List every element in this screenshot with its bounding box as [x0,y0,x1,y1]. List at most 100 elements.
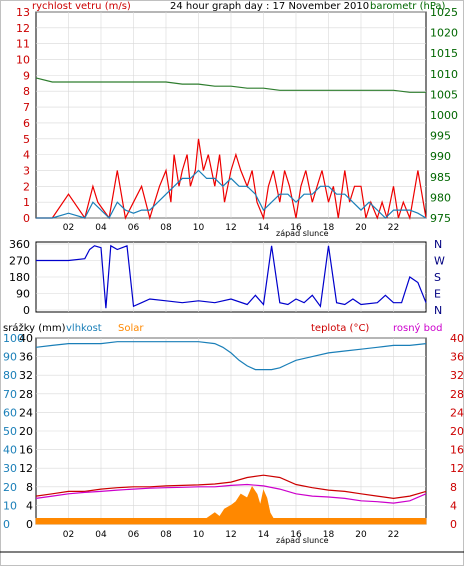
x-tick-label: 22 [388,223,399,233]
wind-tick-label: 7 [23,101,30,114]
temperature-tick-label: 20 [450,425,464,438]
compass-label: N [434,238,442,251]
humidity-axis-label: vlhkost [66,323,102,334]
direction-tick-label: 360 [9,238,30,251]
wind-tick-label: 6 [23,117,30,130]
humidity-tick-label: 50 [3,425,17,438]
x-tick-label: 02 [63,223,74,233]
x-tick-label: 02 [63,530,74,540]
temperature-tick-label: 0 [450,518,457,531]
compass-label: W [434,255,445,268]
wind-tick-label: 1 [23,196,30,209]
temperature-tick-label: 12 [450,462,464,475]
x-tick-label: 20 [355,223,367,233]
dewpoint-axis-label: rosný bod [393,322,442,334]
x-tick-label: 22 [388,530,399,540]
sunset-label-2: západ slunce [276,536,329,545]
humidity-tick-label: 80 [3,369,17,382]
temperature-tick-label: 40 [450,332,464,345]
barometer-tick-label: 980 [430,191,451,204]
barometer-tick-label: 995 [430,130,451,143]
rain-tick-label: 16 [19,444,33,457]
x-tick-label: 04 [95,530,107,540]
panel3-x-ticks: 02 04 06 08 10 12 14 16 18 20 22 [63,530,399,540]
panel3-series [35,341,427,525]
rain-tick-label: 40 [19,332,33,345]
barometer-tick-label: 1000 [430,109,458,122]
x-tick-label: 12 [225,223,236,233]
rain-tick-label: 24 [19,406,33,419]
x-tick-label: 06 [128,530,140,540]
x-tick-label: 10 [193,530,205,540]
x-tick-label: 16 [290,530,302,540]
humidity-tick-label: 0 [3,518,10,531]
x-tick-label: 10 [193,223,205,233]
compass-label: S [434,271,441,284]
series-line [35,483,427,504]
barometer-tick-label: 990 [430,150,451,163]
barometer-tick-label: 985 [430,171,451,184]
panel1-x-ticks: 02 04 06 08 10 12 14 16 18 20 22 [63,223,399,233]
x-tick-label: 20 [355,530,367,540]
direction-line [36,244,427,309]
temperature-tick-label: 4 [450,499,457,512]
humidity-tick-label: 10 [3,499,17,512]
rain-tick-label: 28 [19,388,33,401]
barometer-tick-label: 1015 [430,47,458,60]
wind-tick-label: 11 [16,38,30,51]
temperature-tick-label: 24 [450,406,464,419]
x-tick-label: 14 [258,223,270,233]
wind-tick-label: 12 [16,22,30,35]
direction-series [36,244,427,309]
barometer-tick-label: 1020 [430,27,458,40]
humidity-tick-label: 60 [3,406,17,419]
x-tick-label: 06 [128,223,140,233]
series-line [35,341,427,371]
barometer-tick-label: 1005 [430,88,458,101]
humidity-tick-label: 20 [3,481,17,494]
x-tick-label: 12 [225,530,236,540]
direction-tick-label: 0 [23,304,30,317]
humidity-tick-label: 70 [3,388,17,401]
chart-title: 24 hour graph day : 17 November 2010 [170,1,369,12]
temperature-tick-label: 32 [450,369,464,382]
barometer-axis-ticks: 975 980 985 990 995 1000 1005 1010 1015 1020 1025 [430,6,458,225]
x-tick-label: 14 [258,530,270,540]
temperature-tick-label: 16 [450,444,464,457]
wind-tick-label: 8 [23,85,30,98]
humidity-tick-label: 40 [3,444,17,457]
rain-tick-label: 0 [26,518,33,531]
rain-axis-label: srážky (mm) [3,322,66,334]
temperature-tick-label: 36 [450,351,464,364]
x-tick-label: 08 [160,223,172,233]
temperature-axis-label: teplota (°C) [311,323,369,334]
wind-tick-label: 5 [23,133,30,146]
wind-tick-label: 2 [23,180,30,193]
barometer-tick-label: 1010 [430,68,458,81]
wind-tick-label: 0 [23,212,30,225]
temperature-axis-ticks: 0 4 8 12 16 20 24 28 32 36 40 [450,332,464,531]
compass-label: E [434,288,441,301]
wind-tick-label: 13 [16,6,30,19]
temperature-tick-label: 8 [450,481,457,494]
temperature-tick-label: 28 [450,388,464,401]
barometer-tick-label: 975 [430,212,451,225]
x-tick-label: 08 [160,530,172,540]
wind-tick-label: 4 [23,149,30,162]
direction-tick-label: 180 [9,271,30,284]
rain-tick-label: 4 [26,499,33,512]
series-line [35,77,426,93]
rain-tick-label: 20 [19,425,33,438]
direction-tick-label: 270 [9,255,30,268]
rain-tick-label: 12 [19,462,33,475]
panel-wind-series [35,77,427,221]
rain-tick-label: 8 [26,481,33,494]
humidity-tick-label: 90 [3,351,17,364]
barometer-tick-label: 1025 [430,6,458,19]
direction-tick-label: 90 [16,288,30,301]
x-tick-label: 18 [323,223,335,233]
wind-tick-label: 9 [23,69,30,82]
solar-axis-label: Solar [118,323,144,334]
